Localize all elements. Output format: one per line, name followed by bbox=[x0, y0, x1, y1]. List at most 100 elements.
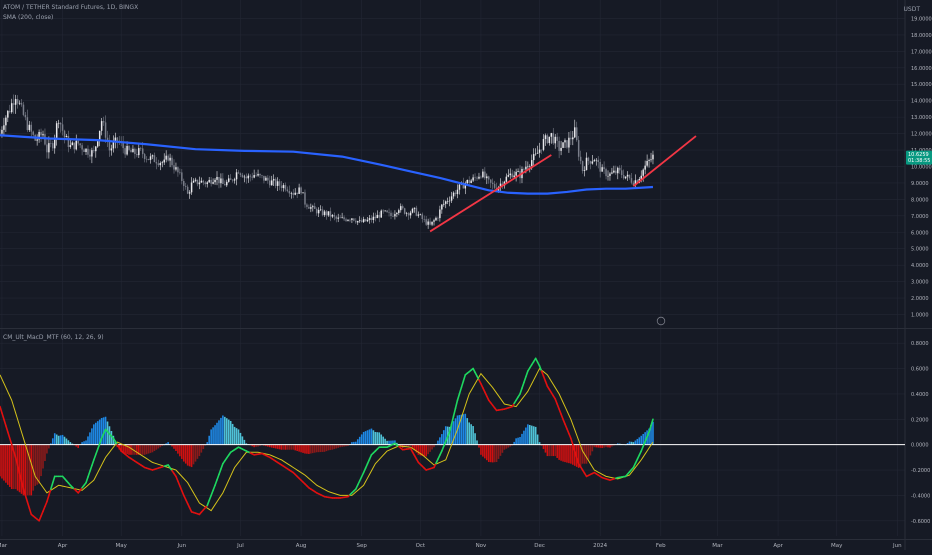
candle-body bbox=[423, 219, 425, 220]
indicator-legend: CM_Ult_MacD_MTF (60, 12, 26, 9) bbox=[3, 334, 104, 341]
candle-body bbox=[382, 211, 384, 212]
candle-body bbox=[582, 161, 584, 171]
candle-body bbox=[556, 137, 558, 141]
candle-body bbox=[517, 171, 519, 172]
candle-body bbox=[445, 201, 447, 203]
candle-body bbox=[232, 180, 234, 181]
candle-body bbox=[605, 169, 607, 176]
candle-body bbox=[289, 191, 291, 193]
histogram-bar bbox=[517, 438, 519, 445]
histogram-bar bbox=[224, 417, 226, 445]
histogram-bar bbox=[150, 445, 152, 453]
candle-body bbox=[191, 183, 193, 193]
candle-body bbox=[74, 143, 76, 150]
candle-body bbox=[510, 174, 512, 176]
candle-body bbox=[294, 193, 296, 195]
candle-body bbox=[193, 181, 195, 183]
histogram-bar bbox=[494, 445, 496, 463]
histogram-bar bbox=[519, 437, 521, 445]
candle-body bbox=[58, 123, 60, 124]
candle-body bbox=[408, 213, 410, 215]
histogram-bar bbox=[640, 436, 642, 445]
histogram-bar bbox=[455, 418, 457, 444]
candle-body bbox=[259, 174, 261, 175]
candle-body bbox=[150, 156, 152, 159]
candle-body bbox=[132, 149, 134, 152]
histogram-bar bbox=[77, 445, 79, 448]
candle-body bbox=[5, 118, 7, 126]
histogram-bar bbox=[582, 445, 584, 464]
histogram-bar bbox=[588, 445, 590, 460]
histogram-bar bbox=[373, 430, 375, 444]
histogram-bar bbox=[185, 445, 187, 464]
histogram-bar bbox=[377, 432, 379, 444]
candle-body bbox=[369, 218, 371, 220]
candle-body bbox=[113, 142, 115, 148]
candle-body bbox=[103, 121, 105, 122]
histogram-bar bbox=[234, 427, 236, 445]
candle-body bbox=[62, 124, 64, 130]
candle-body bbox=[273, 179, 275, 180]
histogram-bar bbox=[431, 445, 433, 450]
candle-body bbox=[402, 206, 404, 208]
time-tick-label: May bbox=[831, 543, 843, 549]
macd-tick-label: -0.6000 bbox=[911, 519, 930, 525]
histogram-bar bbox=[592, 445, 594, 452]
histogram-bar bbox=[302, 445, 304, 453]
histogram-bar bbox=[134, 445, 136, 455]
histogram-bar bbox=[89, 432, 91, 444]
histogram-bar bbox=[545, 445, 547, 453]
candle-body bbox=[625, 176, 627, 178]
histogram-bar bbox=[93, 424, 95, 444]
candle-body bbox=[281, 186, 283, 188]
time-tick-label: Apr bbox=[58, 543, 68, 549]
histogram-bar bbox=[7, 445, 9, 485]
price-tick-label: 15.0000 bbox=[911, 82, 932, 88]
histogram-bar bbox=[175, 445, 177, 451]
candle-body bbox=[316, 209, 318, 213]
histogram-bar bbox=[136, 445, 138, 455]
candle-body bbox=[314, 206, 316, 209]
histogram-bar bbox=[66, 439, 68, 445]
candle-body bbox=[441, 205, 443, 210]
histogram-bar bbox=[285, 445, 287, 450]
candle-body bbox=[248, 176, 250, 179]
histogram-bar bbox=[480, 445, 482, 455]
histogram-bar bbox=[34, 445, 36, 486]
candle-body bbox=[515, 172, 517, 176]
candle-body bbox=[269, 180, 271, 185]
time-tick-label: Jul bbox=[236, 543, 244, 549]
candle-body bbox=[32, 132, 34, 135]
candle-body bbox=[414, 208, 416, 209]
histogram-bar bbox=[566, 445, 568, 463]
candle-body bbox=[72, 143, 74, 146]
candle-body bbox=[543, 139, 545, 150]
histogram-bar bbox=[128, 445, 130, 455]
histogram-bar bbox=[502, 445, 504, 453]
candle-body bbox=[89, 155, 91, 157]
price-tick-label: 4.0000 bbox=[911, 263, 929, 269]
candle-body bbox=[482, 172, 484, 178]
histogram-bar bbox=[500, 445, 502, 456]
candle bbox=[566, 140, 568, 149]
candle-body bbox=[525, 167, 527, 170]
candle-body bbox=[347, 220, 349, 221]
candle-body bbox=[163, 160, 165, 163]
candle-body bbox=[7, 111, 8, 118]
candle-body bbox=[558, 141, 560, 151]
candle-body bbox=[343, 217, 345, 219]
histogram-bar bbox=[304, 445, 306, 454]
histogram-bar bbox=[197, 445, 199, 459]
histogram-bar bbox=[144, 445, 146, 455]
histogram-bar bbox=[560, 445, 562, 461]
histogram-bar bbox=[554, 445, 556, 456]
histogram-bar bbox=[29, 445, 31, 496]
candle-body bbox=[554, 137, 556, 143]
candle-body bbox=[412, 209, 414, 213]
histogram-bar bbox=[506, 445, 508, 449]
histogram-bar bbox=[146, 445, 148, 455]
candle-body bbox=[435, 218, 437, 220]
histogram-bar bbox=[529, 425, 531, 445]
histogram-bar bbox=[552, 445, 554, 456]
